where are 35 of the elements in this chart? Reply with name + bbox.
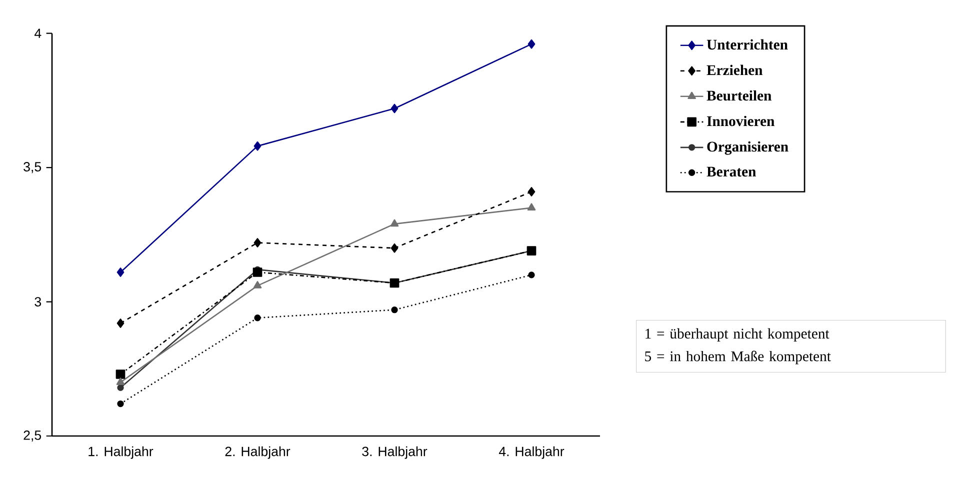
point	[254, 314, 261, 322]
legend-label: Erziehen	[706, 64, 763, 76]
point	[391, 306, 398, 314]
legend-label: Unterrichten	[706, 39, 788, 50]
legend-label: Beurteilen	[706, 90, 772, 101]
y-tick-label: 3	[34, 297, 42, 306]
x-tick-label: 1. Halbjahr	[88, 446, 154, 459]
point	[254, 141, 262, 151]
point	[528, 272, 535, 278]
point	[527, 203, 536, 210]
x-tick-label: 3. Halbjahr	[362, 446, 428, 459]
point	[390, 243, 398, 253]
point	[390, 219, 399, 227]
x-tick-label: 4. Halbjahr	[498, 446, 564, 459]
point	[390, 104, 398, 114]
y-tick-label: 2,5	[24, 430, 42, 442]
point	[253, 281, 262, 288]
point	[528, 187, 536, 196]
point	[116, 268, 124, 277]
point	[116, 318, 124, 328]
legend-label: Beraten	[706, 166, 756, 177]
point	[117, 400, 124, 408]
text: 1 = überhaupt nicht kompetent	[646, 328, 830, 342]
legend-label: Organisieren	[707, 141, 788, 155]
point	[252, 268, 262, 277]
point	[117, 384, 124, 392]
legend-label: Innovieren	[707, 116, 774, 126]
point	[254, 238, 262, 248]
point	[528, 39, 536, 49]
y-tick-label: 3,5	[24, 162, 42, 174]
text: 5 = in hohem Maße kompetent	[645, 350, 831, 364]
x-tick-label: 2. Halbjahr	[225, 446, 290, 459]
y-tick-label: 4	[34, 28, 42, 38]
point	[116, 378, 125, 385]
point	[116, 370, 126, 379]
